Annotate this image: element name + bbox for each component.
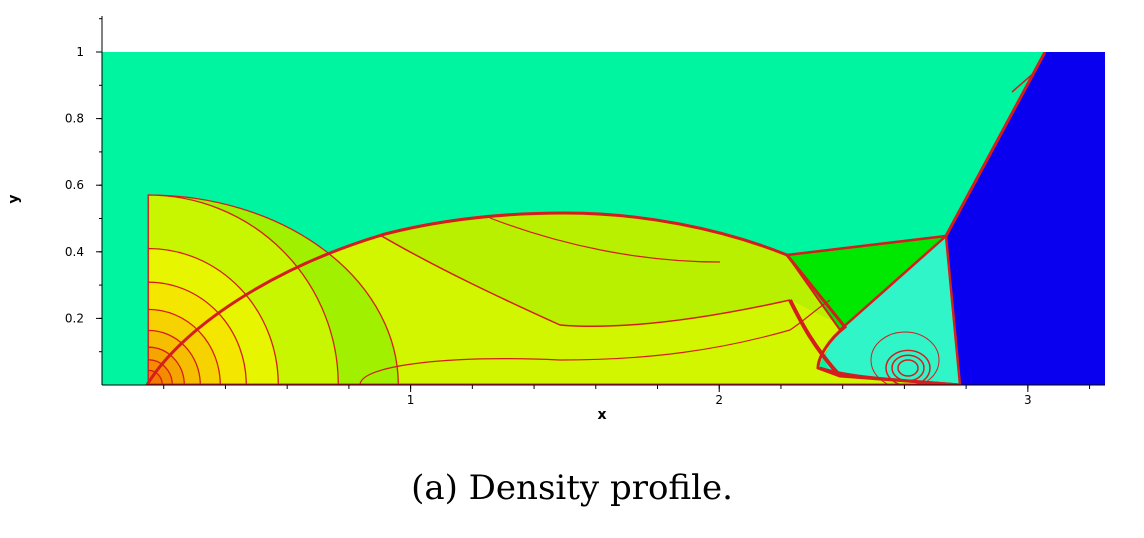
x-axis-label: x: [597, 407, 606, 423]
vortex-core-contour: [897, 359, 919, 377]
inner-contour: [379, 234, 791, 328]
y-tick-label: 0.8: [65, 112, 84, 126]
reflected-shock-contour: [944, 235, 962, 385]
wall-jet-contour: [819, 366, 961, 385]
vortex-region: [825, 236, 960, 385]
figure-caption: (a) Density profile.: [411, 468, 733, 508]
axes: 1 2 3 0.2 0.4 0.6 0.8 1: [65, 16, 1105, 407]
y-tick-label: 1: [76, 45, 84, 59]
y-tick-label: 0.4: [65, 245, 84, 259]
incident-shock-contour: [944, 52, 1047, 237]
triple-point-contour: [786, 234, 947, 257]
y-tick-label: 0.2: [65, 311, 84, 325]
x-tick-label: 2: [715, 393, 723, 407]
inflow-region: [946, 52, 1105, 385]
slip-line-contour: [839, 235, 947, 331]
x-tick-label: 3: [1024, 393, 1032, 407]
inner-contour: [489, 217, 721, 263]
jet-contour: [788, 299, 842, 378]
vortex-core-contour: [885, 349, 931, 385]
y-tick-label: 0.6: [65, 178, 84, 192]
x-tick-label: 1: [407, 393, 415, 407]
plot-area: [102, 52, 1105, 385]
shock-contour-fragment: [1011, 71, 1036, 93]
inner-contour: [359, 299, 831, 385]
vortex-contour: [870, 331, 940, 385]
y-axis-label: y: [6, 194, 22, 203]
